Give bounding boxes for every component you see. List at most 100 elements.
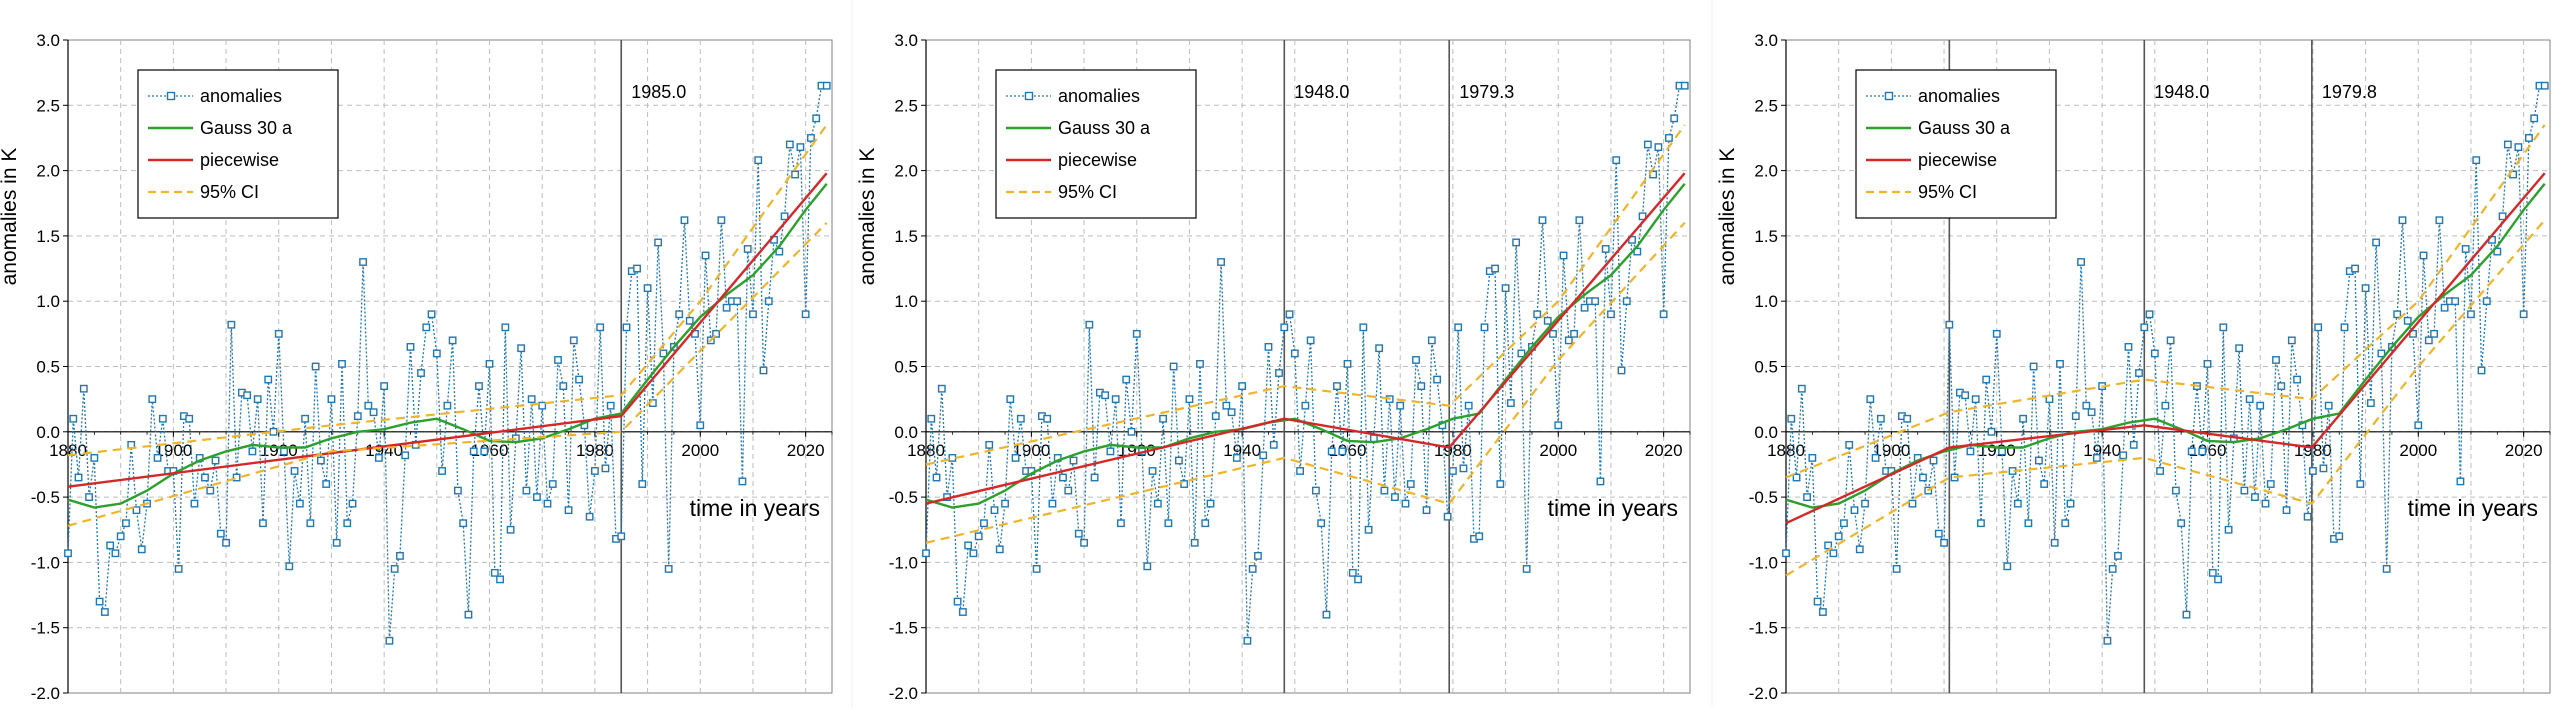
- anomaly-point: [1596, 477, 1605, 486]
- anomaly-point: [1143, 562, 1152, 571]
- anomaly-point: [2061, 519, 2070, 528]
- anomaly-point: [485, 359, 494, 368]
- anomaly-point: [2040, 480, 2049, 488]
- anomaly-point: [2351, 264, 2359, 273]
- anomaly-point: [1401, 499, 1410, 508]
- anomaly-point: [301, 414, 310, 423]
- anomaly-point: [1617, 366, 1626, 375]
- anomaly-point: [2077, 258, 2085, 266]
- anomaly-point: [1196, 359, 1204, 368]
- anomaly-point: [317, 456, 325, 465]
- anomaly-point: [1132, 329, 1141, 338]
- anomaly-point: [1876, 414, 1885, 423]
- anomaly-point: [2261, 499, 2270, 508]
- y-tick-label: -1.5: [31, 619, 60, 638]
- anomaly-point: [459, 519, 468, 528]
- anomaly-point: [2366, 399, 2375, 407]
- x-tick-label: 1880: [907, 441, 945, 460]
- anomaly-point: [643, 284, 652, 293]
- x-tick-label: 1880: [49, 441, 87, 460]
- anomaly-point: [2451, 297, 2460, 306]
- anomaly-point: [1169, 362, 1178, 371]
- anomaly-point: [1080, 538, 1088, 547]
- anomaly-point: [2224, 525, 2233, 534]
- anomaly-point: [1338, 447, 1347, 456]
- anomaly-point: [985, 440, 994, 449]
- anomaly-point: [2335, 532, 2344, 541]
- anomaly-point: [932, 473, 941, 482]
- anomaly-point: [622, 323, 631, 332]
- anomaly-point: [406, 343, 415, 351]
- anomaly-point: [1491, 264, 1499, 273]
- anomaly-point: [2161, 401, 2170, 410]
- anomaly-point: [1412, 356, 1420, 364]
- anomaly-point: [2308, 467, 2317, 475]
- anomaly-point: [259, 519, 267, 528]
- anomaly-point: [422, 323, 431, 332]
- anomaly-point: [759, 366, 768, 375]
- legend-anomalies-marker: [1024, 91, 1034, 101]
- x-tick-label: 1940: [2083, 441, 2121, 460]
- anomaly-point: [2482, 297, 2491, 306]
- anomaly-point: [295, 499, 304, 508]
- y-tick-label: 1.5: [36, 227, 60, 246]
- anomaly-point: [1222, 401, 1231, 410]
- anomaly-point: [153, 454, 162, 462]
- anomaly-point: [2272, 356, 2280, 364]
- anomaly-point: [1201, 519, 1210, 528]
- anomaly-point: [2119, 451, 2128, 460]
- anomaly-point: [1296, 467, 1304, 475]
- anomaly-point: [1148, 467, 1157, 475]
- anomaly-point: [1217, 258, 1225, 266]
- breakpoint-label: 1979.3: [1459, 82, 1514, 102]
- series-95-ci-line: [67, 222, 828, 527]
- anomaly-point: [2540, 81, 2549, 90]
- anomaly-point: [2440, 303, 2449, 312]
- y-tick-label: 1.0: [894, 292, 918, 311]
- anomaly-point: [1433, 375, 1441, 384]
- anomaly-point: [1443, 512, 1452, 521]
- legend-gauss-30-a-label: Gauss 30 a: [1058, 118, 1151, 138]
- anomaly-point: [1840, 519, 1848, 528]
- anomaly-point: [1670, 114, 1679, 123]
- anomaly-point: [417, 369, 425, 377]
- anomaly-point: [1190, 538, 1199, 547]
- anomaly-point: [548, 480, 557, 488]
- breakpoint-label: 1985.0: [631, 82, 686, 102]
- anomaly-point: [2277, 382, 2286, 390]
- legend-95-ci-label: 95% CI: [1058, 182, 1117, 202]
- anomaly-point: [1016, 414, 1025, 423]
- anomaly-point: [348, 499, 357, 508]
- y-tick-label: -0.5: [1749, 488, 1778, 507]
- anomaly-point: [990, 506, 999, 515]
- anomaly-point: [575, 375, 583, 384]
- anomaly-point: [2514, 143, 2523, 151]
- legend: anomalies Gauss 30 a piecewise 95% CI: [1855, 69, 2057, 219]
- anomaly-point: [2129, 440, 2138, 449]
- anomaly-point: [1290, 349, 1299, 358]
- anomaly-point: [2203, 359, 2212, 368]
- anomaly-point: [812, 114, 821, 123]
- anomaly-point: [1607, 310, 1615, 319]
- anomaly-point: [1538, 216, 1547, 225]
- anomaly-point: [2287, 336, 2296, 345]
- anomaly-point: [95, 597, 104, 606]
- anomaly-point: [533, 493, 541, 501]
- anomaly-point: [1048, 499, 1057, 508]
- anomaly-point: [174, 565, 183, 573]
- anomaly-point: [1059, 473, 1067, 482]
- y-tick-label: -1.0: [31, 553, 60, 572]
- x-tick-label: 2020: [787, 441, 825, 460]
- anomaly-point: [1940, 538, 1948, 547]
- anomaly-point: [111, 549, 120, 558]
- anomaly-point: [248, 447, 257, 456]
- anomaly-point: [701, 251, 710, 260]
- y-tick-label: 3.0: [894, 31, 918, 50]
- anomaly-point: [2092, 454, 2101, 462]
- anomaly-point: [1966, 447, 1975, 456]
- anomaly-point: [1301, 401, 1310, 410]
- anomaly-point: [2156, 467, 2164, 475]
- anomaly-point: [1454, 323, 1463, 332]
- anomaly-point: [696, 421, 705, 430]
- anomaly-point: [1327, 447, 1336, 456]
